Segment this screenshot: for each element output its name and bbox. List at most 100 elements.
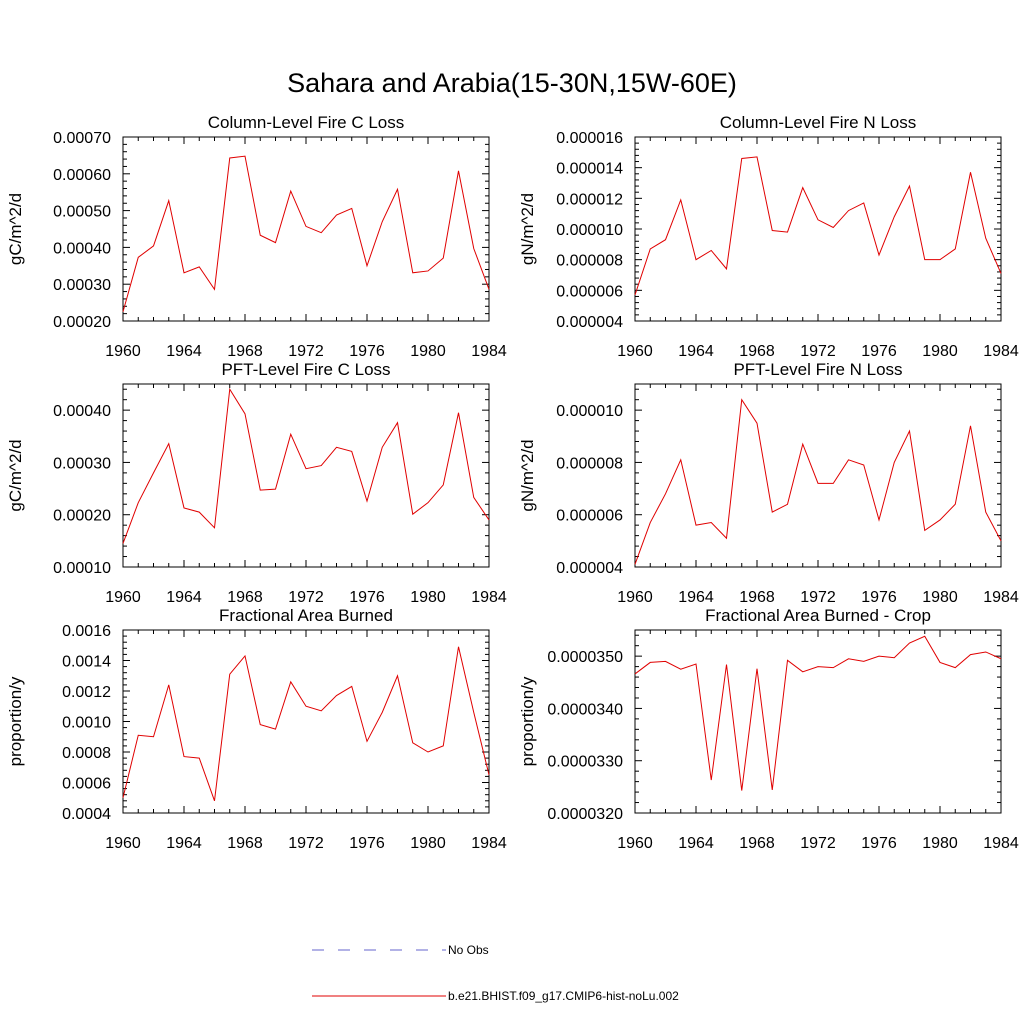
x-tick-label: 1960	[617, 589, 653, 606]
x-tick-label: 1960	[617, 835, 653, 852]
panel-title: Fractional Area Burned - Crop	[705, 606, 931, 625]
chart-panel-1: 1960 1964 1968 1972 1976 1980 1984 0.00020 0.000…	[6, 113, 507, 360]
chart-panel-5: 1960 1964 1968 1972 1976 1980 1984 0.0004 0.0006…	[6, 606, 507, 852]
x-tick-label: 1980	[410, 589, 446, 606]
x-tick-label: 1976	[861, 835, 897, 852]
y-tick-label: 0.0010	[62, 715, 111, 732]
x-tick-label: 1972	[288, 589, 324, 606]
y-tick-label: 0.0006	[62, 776, 111, 793]
y-tick-label: 0.0000320	[547, 806, 623, 823]
legend: No Obs b.e21.BHIST.f09_g17.CMIP6-hist-no…	[312, 943, 679, 1003]
series-line	[122, 155, 490, 312]
y-tick-label: 0.00050	[53, 204, 111, 221]
panel-title: PFT-Level Fire C Loss	[221, 360, 390, 379]
panel-title: Column-Level Fire C Loss	[208, 113, 405, 132]
y-axis-label: proportion/y	[518, 676, 537, 766]
y-axis-label: proportion/y	[6, 676, 25, 766]
y-tick-label: 0.000010	[556, 222, 623, 239]
x-tick-label: 1980	[922, 835, 958, 852]
x-tick-label: 1964	[678, 589, 714, 606]
x-tick-label: 1964	[678, 343, 714, 360]
x-tick-label: 1968	[739, 589, 775, 606]
x-tick-label: 1968	[227, 343, 263, 360]
x-tick-label: 1968	[739, 343, 775, 360]
x-tick-label: 1984	[983, 835, 1019, 852]
chart-panel-6: 1960 1964 1968 1972 1976 1980 1984 0.0000320 0.0…	[518, 606, 1019, 852]
plot-frame	[122, 136, 490, 322]
y-tick-label: 0.00030	[53, 277, 111, 294]
series-line	[122, 387, 490, 544]
y-tick-label: 0.0000350	[547, 649, 623, 666]
x-tick-label: 1972	[800, 835, 836, 852]
y-tick-label: 0.000008	[556, 455, 623, 472]
y-tick-label: 0.00020	[53, 508, 111, 525]
x-tick-label: 1984	[471, 589, 507, 606]
x-tick-label: 1972	[288, 835, 324, 852]
y-tick-label: 0.00010	[53, 560, 111, 577]
x-tick-label: 1964	[678, 835, 714, 852]
x-tick-label: 1964	[166, 835, 202, 852]
panel-title: Fractional Area Burned	[219, 606, 393, 625]
y-tick-label: 0.0012	[62, 684, 111, 701]
x-tick-label: 1960	[105, 343, 141, 360]
y-tick-label: 0.00070	[53, 130, 111, 147]
x-tick-label: 1960	[617, 343, 653, 360]
x-tick-label: 1968	[739, 835, 775, 852]
x-tick-label: 1984	[983, 589, 1019, 606]
legend-label-no-obs: No Obs	[448, 943, 489, 957]
x-tick-label: 1984	[471, 835, 507, 852]
y-tick-label: 0.00020	[53, 314, 111, 331]
chart-panel-2: 1960 1964 1968 1972 1976 1980 1984 0.000004 0.00…	[518, 113, 1019, 360]
y-tick-label: 0.000010	[556, 403, 623, 420]
x-tick-label: 1964	[166, 343, 202, 360]
x-tick-label: 1976	[861, 589, 897, 606]
legend-label-model-run: b.e21.BHIST.f09_g17.CMIP6-hist-noLu.002	[448, 989, 679, 1003]
y-tick-label: 0.00040	[53, 403, 111, 420]
y-axis-label: gN/m^2/d	[518, 439, 537, 511]
plot-frame	[634, 629, 1002, 814]
plot-frame	[122, 383, 490, 568]
x-tick-label: 1984	[983, 343, 1019, 360]
y-tick-label: 0.0014	[62, 654, 111, 671]
x-tick-label: 1976	[349, 835, 385, 852]
panel-title: Column-Level Fire N Loss	[720, 113, 917, 132]
series-line	[634, 635, 1002, 791]
x-tick-label: 1968	[227, 835, 263, 852]
x-tick-label: 1976	[349, 589, 385, 606]
y-tick-label: 0.000006	[556, 283, 623, 300]
y-tick-label: 0.000012	[556, 191, 623, 208]
x-tick-label: 1964	[166, 589, 202, 606]
chart-panels: 1960 1964 1968 1972 1976 1980 1984 0.00020 0.000…	[6, 113, 1019, 852]
y-tick-label: 0.0004	[62, 806, 111, 823]
y-tick-label: 0.00040	[53, 240, 111, 257]
series-line	[634, 156, 1002, 296]
x-tick-label: 1980	[410, 835, 446, 852]
x-tick-label: 1976	[861, 343, 897, 360]
y-tick-label: 0.0016	[62, 623, 111, 640]
x-tick-label: 1968	[227, 589, 263, 606]
y-tick-label: 0.000006	[556, 508, 623, 525]
x-tick-label: 1984	[471, 343, 507, 360]
y-tick-label: 0.0008	[62, 745, 111, 762]
y-tick-label: 0.000004	[556, 314, 623, 331]
figure-title: Sahara and Arabia(15-30N,15W-60E)	[287, 68, 737, 98]
x-tick-label: 1960	[105, 835, 141, 852]
chart-panel-4: 1960 1964 1968 1972 1976 1980 1984 0.000004 0.00…	[518, 360, 1019, 606]
x-tick-label: 1960	[105, 589, 141, 606]
y-tick-label: 0.00060	[53, 167, 111, 184]
y-tick-label: 0.000004	[556, 560, 623, 577]
plot-frame	[634, 136, 1002, 322]
x-tick-label: 1972	[800, 343, 836, 360]
series-line	[634, 398, 1002, 565]
y-axis-label: gC/m^2/d	[6, 439, 25, 511]
x-tick-label: 1976	[349, 343, 385, 360]
y-tick-label: 0.000016	[556, 130, 623, 147]
panel-title: PFT-Level Fire N Loss	[733, 360, 902, 379]
x-tick-label: 1980	[922, 589, 958, 606]
plot-frame	[122, 629, 490, 814]
y-axis-label: gN/m^2/d	[518, 193, 537, 265]
x-tick-label: 1980	[410, 343, 446, 360]
y-tick-label: 0.000008	[556, 253, 623, 270]
y-tick-label: 0.00030	[53, 455, 111, 472]
